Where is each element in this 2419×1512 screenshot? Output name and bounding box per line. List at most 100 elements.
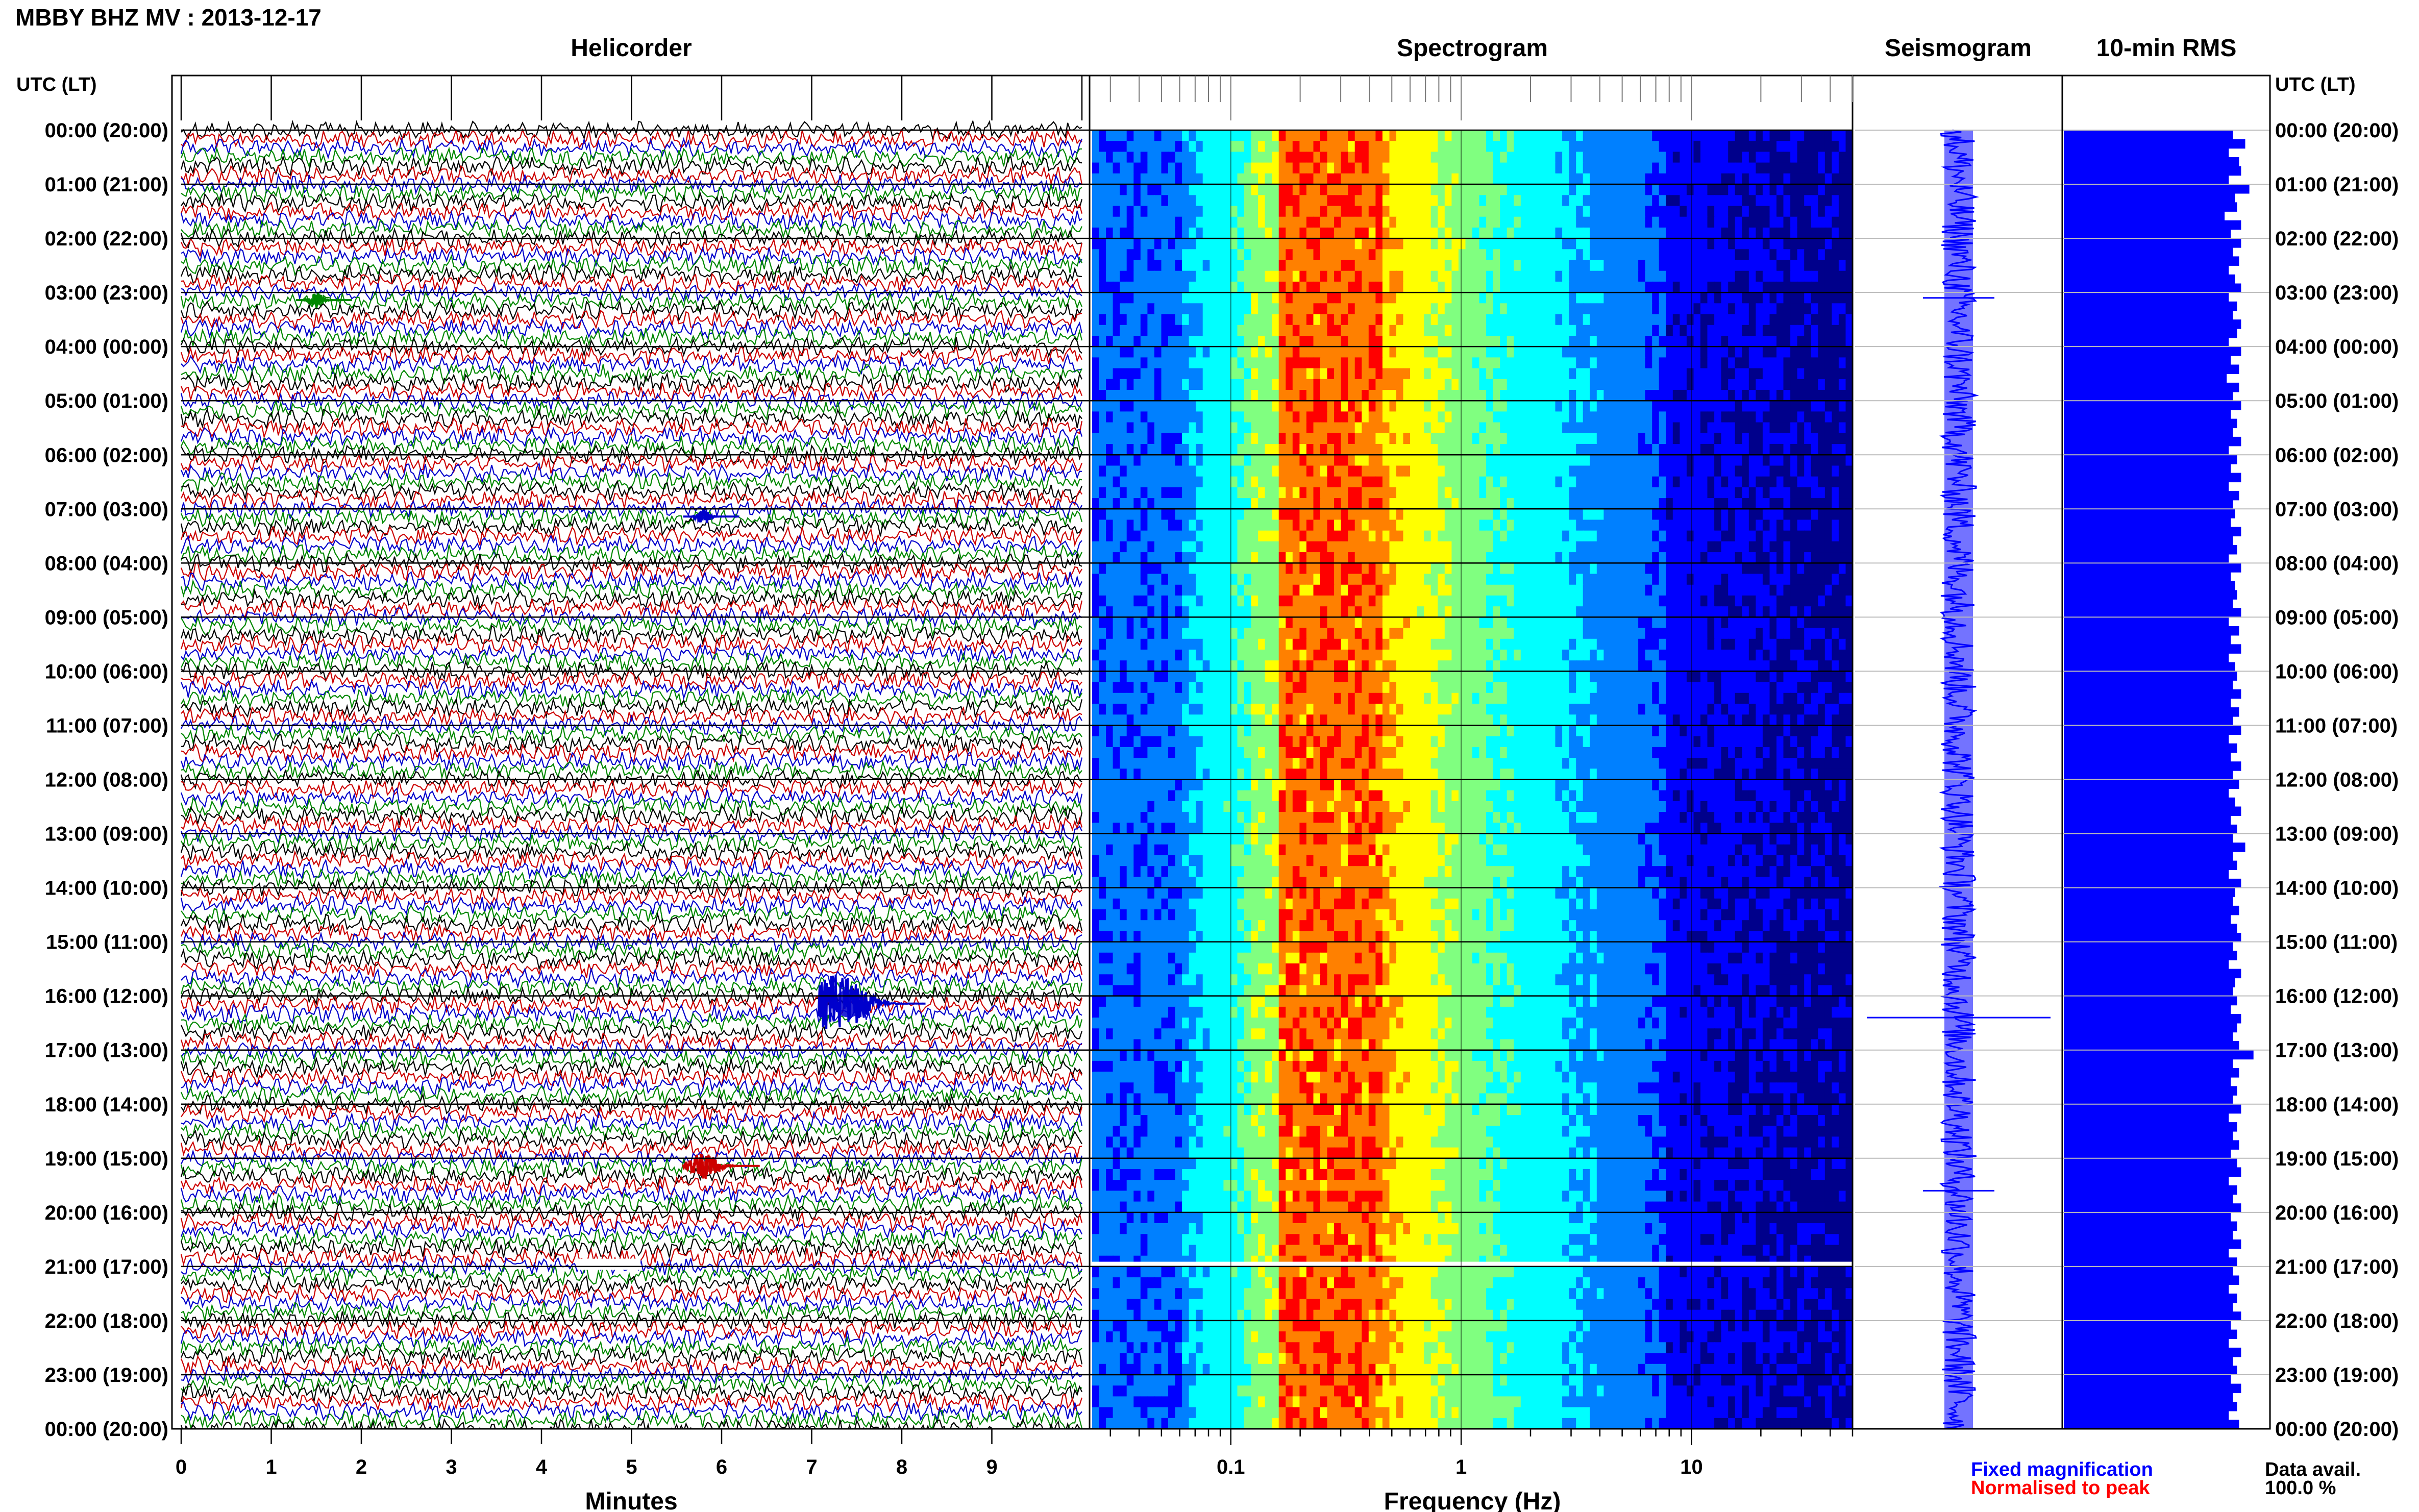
spectrogram-cell (1721, 325, 1729, 336)
spectrogram-cell (1396, 206, 1404, 217)
spectrogram-cell (1306, 162, 1314, 174)
spectrogram-cell (1341, 433, 1349, 444)
spectrogram-cell (1458, 552, 1466, 563)
spectrogram-cell (1583, 238, 1591, 250)
spectrogram-cell (1576, 346, 1584, 358)
spectrogram-cell (1327, 401, 1335, 412)
spectrogram-cell (1693, 162, 1701, 174)
spectrogram-cell (1783, 574, 1791, 585)
helicorder-trace (180, 985, 1082, 1007)
spectrogram-cell (1341, 530, 1349, 542)
spectrogram-cell (1769, 336, 1777, 347)
spectrogram-cell (1458, 162, 1466, 174)
spectrogram-cell (1693, 292, 1701, 304)
spectrogram-cell (1362, 530, 1369, 542)
spectrogram-cell (1631, 184, 1639, 195)
spectrogram-cell (1189, 173, 1197, 185)
spectrogram-cell (1832, 476, 1839, 488)
spectrogram-cell (1286, 390, 1293, 401)
spectrogram-cell (1596, 422, 1605, 434)
spectrogram-cell (1465, 541, 1473, 553)
spectrogram-cell (1569, 509, 1577, 520)
spectrogram-cell (1493, 455, 1501, 466)
spectrogram-cell (1686, 249, 1694, 261)
spectrogram-cell (1382, 281, 1390, 293)
spectrogram-cell (1576, 130, 1584, 141)
spectrogram-cell (1832, 249, 1839, 261)
spectrogram-cell (1106, 195, 1114, 207)
spectrogram-cell (1362, 357, 1369, 369)
spectrogram-cell (1742, 292, 1749, 304)
spectrogram-cell (1202, 509, 1211, 520)
spectrogram-cell (1140, 368, 1148, 380)
spectrogram-cell (1168, 292, 1176, 304)
spectrogram-cell (1804, 444, 1812, 455)
spectrogram-cell (1500, 303, 1508, 315)
spectrogram-cell (1348, 206, 1355, 217)
spectrogram-cell (1762, 184, 1770, 195)
spectrogram-cell (1548, 411, 1556, 423)
spectrogram-cell (1845, 411, 1853, 423)
spectrogram-cell (1106, 487, 1114, 499)
spectrogram-cell (1251, 141, 1258, 152)
spectrogram-cell (1410, 422, 1418, 434)
spectrogram-cell (1465, 336, 1473, 347)
spectrogram-cell (1265, 141, 1273, 152)
spectrogram-cell (1818, 206, 1825, 217)
spectrogram-cell (1631, 249, 1639, 261)
spectrogram-cell (1120, 260, 1127, 271)
spectrogram-cell (1693, 216, 1701, 228)
spectrogram-cell (1175, 509, 1182, 520)
spectrogram-cell (1576, 509, 1584, 520)
spectrogram-cell (1223, 346, 1231, 358)
spectrogram-cell (1804, 596, 1812, 607)
spectrogram-cell (1251, 584, 1258, 596)
spectrogram-cell (1244, 411, 1252, 423)
spectrogram-cell (1783, 195, 1791, 207)
spectrogram-cell (1783, 357, 1791, 369)
spectrogram-cell (1368, 238, 1376, 250)
spectrogram-cell (1514, 444, 1521, 455)
spectrogram-cell (1569, 173, 1577, 185)
spectrogram-cell (1438, 195, 1445, 207)
spectrogram-cell (1804, 238, 1812, 250)
spectrogram-cell (1555, 227, 1563, 239)
spectrogram-cell (1223, 216, 1231, 228)
spectrogram-cell (1258, 227, 1266, 239)
spectrogram-cell (1265, 216, 1273, 228)
spectrogram-cell (1811, 401, 1819, 412)
spectrogram-cell (1500, 314, 1508, 326)
spectrogram-cell (1375, 357, 1383, 369)
spectrogram-cell (1548, 270, 1556, 282)
spectrogram-cell (1382, 509, 1390, 520)
spectrogram-cell (1832, 238, 1839, 250)
rms-title: 10-min RMS (2096, 35, 2237, 62)
spectrogram-cell (1099, 563, 1106, 575)
spectrogram-cell (1548, 249, 1556, 261)
spectrogram-cell (1769, 281, 1777, 293)
spectrogram-cell (1472, 487, 1480, 499)
spectrogram-cell (1672, 249, 1681, 261)
spectrogram-cell (1216, 325, 1224, 336)
spectrogram-cell (1196, 173, 1203, 185)
spectrogram-cell (1396, 411, 1404, 423)
spectrogram-cell (1389, 596, 1397, 607)
spectrogram-cell (1410, 509, 1418, 520)
spectrogram-cell (1811, 422, 1819, 434)
spectrogram-cell (1306, 357, 1314, 369)
spectrogram-cell (1327, 162, 1335, 174)
spectrogram-cell (1652, 487, 1660, 499)
spectrogram-cell (1638, 270, 1646, 282)
spectrogram-cell (1590, 563, 1597, 575)
spectrogram-cell (1811, 184, 1819, 195)
spectrogram-cell (1479, 487, 1487, 499)
spectrogram-cell (1652, 227, 1660, 239)
spectrogram-cell (1562, 390, 1570, 401)
spectrogram-cell (1278, 216, 1287, 228)
helicorder-trace (181, 723, 1082, 746)
spectrogram-cell (1092, 238, 1100, 250)
spectrogram-cell (1341, 270, 1349, 282)
spectrogram-cell (1126, 422, 1134, 434)
spectrogram-cell (1624, 541, 1632, 553)
spectrogram-cell (1341, 465, 1349, 477)
